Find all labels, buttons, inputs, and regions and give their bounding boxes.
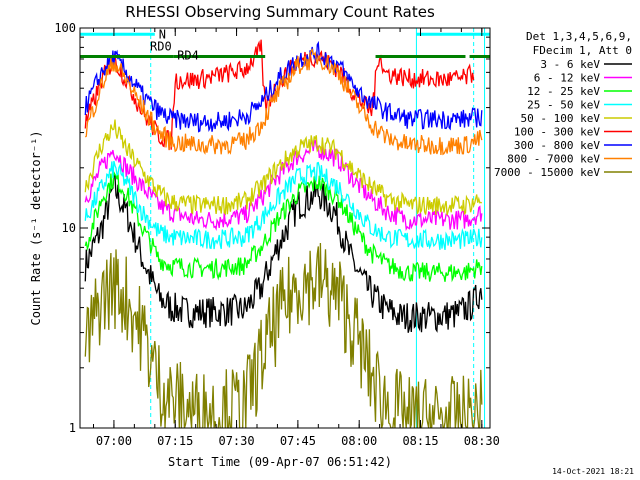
series-line [84, 48, 483, 156]
x-axis-label: Start Time (09-Apr-07 06:51:42) [168, 455, 392, 469]
x-tick-label: 07:15 [157, 434, 193, 448]
x-tick-label: 07:45 [280, 434, 316, 448]
x-tick-label: 08:30 [464, 434, 500, 448]
legend-label: 12 - 25 keV [527, 85, 600, 98]
series-line [84, 242, 483, 428]
legend-label: 50 - 100 keV [521, 112, 601, 125]
legend-header: Det 1,3,4,5,6,9, [526, 30, 632, 43]
legend-label: 3 - 6 keV [540, 58, 600, 71]
legend: Det 1,3,4,5,6,9,FDecim 1, Att 03 - 6 keV… [494, 30, 632, 179]
series-line [84, 139, 483, 232]
legend-label: 800 - 7000 keV [507, 153, 600, 166]
series-line [84, 119, 483, 216]
y-tick-label: 10 [62, 221, 76, 235]
legend-label: 100 - 300 keV [514, 126, 600, 139]
y-axis-label: Count Rate (s⁻¹ detector⁻¹) [29, 130, 43, 325]
legend-label: 300 - 800 keV [514, 139, 600, 152]
status-bar-label: RD0 [150, 40, 172, 54]
series-line [84, 160, 483, 251]
y-tick-label: 1 [69, 421, 76, 435]
y-tick-label: 100 [54, 21, 76, 35]
legend-label: 25 - 50 keV [527, 99, 600, 112]
series-line [84, 170, 483, 283]
timestamp-label: 14-Oct-2021 18:21 [552, 467, 634, 476]
status-bar-label: N [159, 27, 166, 41]
x-tick-label: 07:30 [218, 434, 254, 448]
chart-title: RHESSI Observing Summary Count Rates [125, 3, 435, 21]
x-axis-ticks: 07:00 07:15 07:30 07:45 08:00 08:15 08:30 [92, 28, 500, 448]
status-bar-label: RD4 [177, 49, 199, 63]
x-tick-label: 07:00 [96, 434, 132, 448]
x-tick-label: 08:00 [341, 434, 377, 448]
series-layer [84, 39, 483, 428]
legend-label: 7000 - 15000 keV [494, 166, 600, 179]
y-axis-ticks: 1 10 100 [54, 21, 490, 435]
x-tick-label: 08:15 [402, 434, 438, 448]
legend-label: 6 - 12 keV [534, 72, 601, 85]
series-line [84, 171, 483, 333]
legend-header: FDecim 1, Att 0 [533, 44, 632, 57]
